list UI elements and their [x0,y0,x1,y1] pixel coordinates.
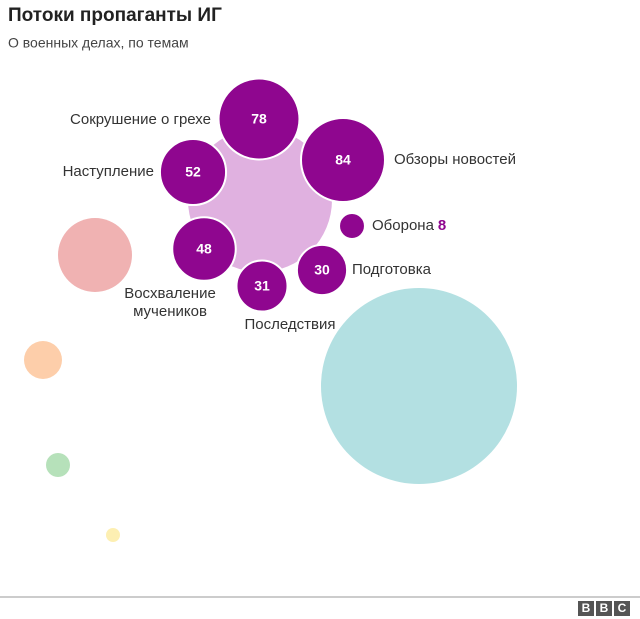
bubble-label: Восхваление мучеников [124,285,216,320]
bubble-label: Оборона 8 [372,217,446,234]
bubble [338,212,366,240]
value-label: 52 [185,164,201,180]
bubble-label: Подготовка [352,261,432,278]
group-bubble [24,341,62,379]
bubble [171,216,237,282]
logo-letter: B [582,601,591,615]
bubble [217,77,301,161]
group-bubble [321,288,517,484]
bubble-label: Последствия [245,316,336,333]
logo-letter: C [618,601,627,615]
bubble-label-name: Обзоры новостей [394,151,516,168]
bubble-label-name: Сокрушение о грехе [70,111,211,128]
logo-box [614,601,630,616]
bubble [295,243,349,297]
bubble [300,117,386,203]
chart-subtitle: О военных делах, по темам [8,35,189,51]
group-bubble [46,453,70,477]
value-label: 78 [251,111,267,127]
bubble-label-name: Оборона [372,217,435,234]
value-label: 48 [196,241,212,257]
logo-box [596,601,612,616]
bubble-label-name: Наступление [63,163,154,180]
bubble [158,137,228,207]
logo-letter: B [600,601,609,615]
group-bubble [58,218,132,292]
bubble-label: Обзоры новостей [394,151,516,168]
value-label: 31 [254,278,270,294]
bubble-label: Наступление [63,163,154,180]
value-label: 8 [438,217,446,234]
group-bubble [106,528,120,542]
value-label: 84 [335,152,351,168]
logo-box [578,601,594,616]
bubble-label-name: Подготовка [352,261,432,278]
bubble [235,259,289,313]
chart-title: Потоки пропаганты ИГ [8,5,222,26]
bubble-label-name: Последствия [245,316,336,333]
value-label: 30 [314,262,330,278]
bubble-label: Сокрушение о грехе [70,111,211,128]
